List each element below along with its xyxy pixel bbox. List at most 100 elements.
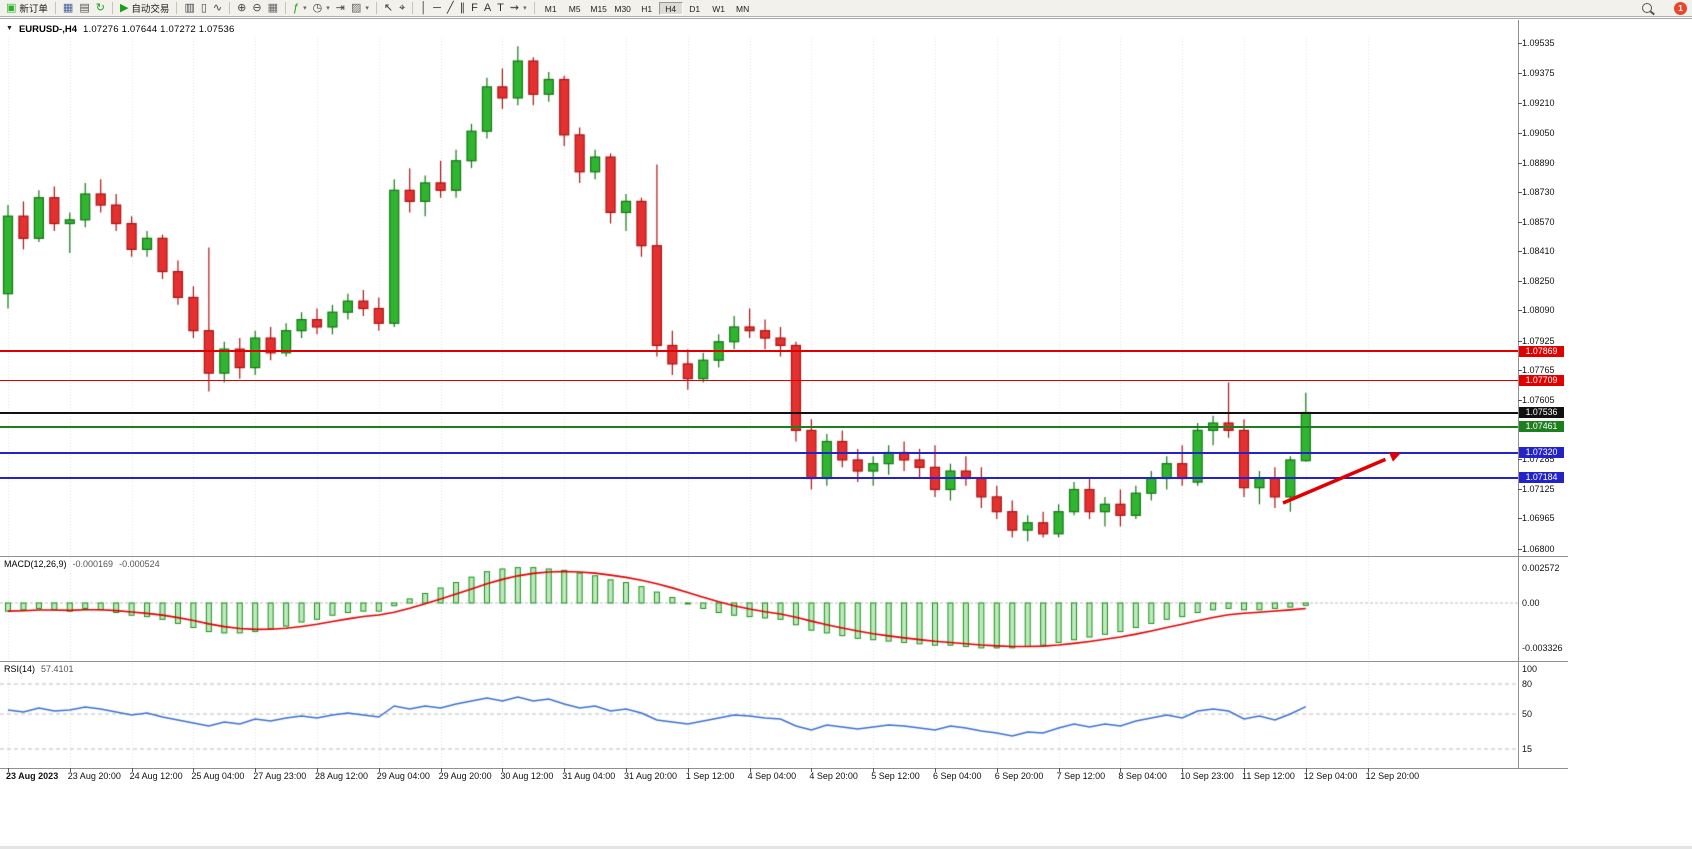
time-axis-tickmark <box>1058 768 1060 772</box>
templates-icon[interactable]: ▨ ▾ <box>348 1 372 16</box>
price-axis-tick: 1.08570 <box>1522 216 1555 227</box>
toolbar-separator <box>375 2 377 14</box>
chart-shift-icon: ⇥ <box>335 1 345 14</box>
price-label-box: 1.07869 <box>1519 345 1564 357</box>
time-axis-label: 23 Aug 20:00 <box>67 771 121 781</box>
new-order-button[interactable]: ▣ 新订单 <box>3 1 51 16</box>
time-axis-tickmark <box>996 768 998 772</box>
toolbar-separator <box>533 2 535 14</box>
time-axis-label: 1 Sep 12:00 <box>685 771 735 781</box>
auto-scroll-icon: ◷ <box>312 1 323 14</box>
time-axis-tickmark <box>1182 768 1184 772</box>
new-order-button-label: 新订单 <box>19 4 48 15</box>
indicators-icon[interactable]: ƒ ▾ <box>290 1 310 16</box>
price-axis-tick: 1.07605 <box>1522 394 1555 405</box>
notification-badge[interactable]: 1 <box>1674 1 1687 15</box>
time-axis-tickmark <box>811 768 813 772</box>
timeframe-button-m1[interactable]: M1 <box>544 3 557 14</box>
price-axis-tickmark <box>1518 340 1522 342</box>
candlestick-chart-type-icon[interactable]: ▯ <box>198 1 210 16</box>
timeframe-button-h1[interactable]: H1 <box>641 3 653 14</box>
macd-axis-label: -0.003326 <box>1522 643 1563 654</box>
time-axis-label: 28 Aug 12:00 <box>315 771 369 781</box>
price-axis-tickmark <box>1518 280 1522 282</box>
time-axis-separator <box>0 768 1568 769</box>
fibonacci-icon: F <box>471 1 478 14</box>
horizontal-line[interactable] <box>0 379 1518 382</box>
timeframe-button-h4[interactable]: H4 <box>658 1 683 15</box>
horizontal-line[interactable] <box>0 451 1518 454</box>
line-chart-type-icon[interactable]: ∿ <box>210 1 225 16</box>
horizontal-line[interactable] <box>0 476 1518 479</box>
timeframe-button-mn[interactable]: MN <box>736 3 750 14</box>
bar-chart-type-icon[interactable]: ▥ <box>181 1 197 16</box>
time-axis-label: 4 Sep 20:00 <box>809 771 858 781</box>
price-axis-tick: 1.09535 <box>1522 38 1555 49</box>
refresh-icon[interactable]: ↻ <box>93 1 108 16</box>
arrows-tool-icon[interactable]: ⇝ ▾ <box>507 1 530 16</box>
horizontal-line[interactable] <box>0 411 1518 414</box>
cursor-icon[interactable]: ↖ <box>381 1 396 16</box>
refresh-icon: ↻ <box>95 1 105 14</box>
timeframe-button-d1[interactable]: D1 <box>689 3 701 14</box>
macd-panel-separator[interactable] <box>0 556 1568 557</box>
line-chart-type-icon: ∿ <box>212 1 223 14</box>
time-axis-label: 4 Sep 04:00 <box>747 771 797 781</box>
time-axis-label: 8 Sep 04:00 <box>1118 771 1167 781</box>
price-axis-tick: 1.07925 <box>1522 335 1555 346</box>
time-axis-label: 6 Sep 20:00 <box>994 771 1044 781</box>
tile-windows-icon[interactable]: ▦ <box>265 1 281 16</box>
toolbar-separator <box>111 2 113 14</box>
new-order-button: ▣ <box>6 1 17 14</box>
trendline-icon[interactable]: ╱ <box>444 1 457 16</box>
text-label-icon[interactable]: T <box>494 1 507 16</box>
search-icon[interactable] <box>1642 3 1652 13</box>
rsi-axis-label: 100 <box>1522 664 1538 674</box>
horizontal-line[interactable] <box>0 350 1518 352</box>
horizontal-line[interactable] <box>0 425 1518 428</box>
zoom-out-icon[interactable]: ⊖ <box>249 1 264 16</box>
profiles-icon[interactable]: ▤ <box>76 1 92 16</box>
horizontal-line-icon[interactable]: ─ <box>430 1 444 16</box>
toolbar-separator <box>412 2 414 14</box>
time-axis-tickmark <box>193 768 195 772</box>
chevron-down-icon: ▾ <box>523 5 527 12</box>
text-icon[interactable]: A <box>481 1 494 16</box>
price-axis-tickmark <box>1518 162 1522 164</box>
time-axis-label: 12 Sep 04:00 <box>1303 771 1358 781</box>
vertical-line-icon[interactable]: │ <box>417 1 430 16</box>
vertical-line-icon: │ <box>420 1 428 14</box>
timeframe-button-m15[interactable]: M15 <box>590 3 607 14</box>
price-axis-tick: 1.08730 <box>1522 187 1555 198</box>
zoom-in-icon[interactable]: ⊕ <box>234 1 249 16</box>
fibonacci-icon[interactable]: F <box>468 1 481 16</box>
time-axis-label: 23 Aug 2023 <box>6 771 59 781</box>
chart-shift-icon[interactable]: ⇥ <box>333 1 348 16</box>
price-axis-tick: 1.09050 <box>1522 128 1555 139</box>
price-axis-tickmark <box>1518 488 1522 490</box>
rsi-axis-label: 80 <box>1522 679 1533 689</box>
time-axis-label: 27 Aug 23:00 <box>253 771 307 781</box>
auto-scroll-icon[interactable]: ◷ ▾ <box>310 1 333 16</box>
toolbar-separator <box>284 2 286 14</box>
time-axis-label: 11 Sep 12:00 <box>1242 771 1295 781</box>
channel-icon[interactable]: ∥ <box>457 1 469 16</box>
time-axis-tickmark <box>69 768 71 772</box>
timeframe-button-w1[interactable]: W1 <box>712 3 726 14</box>
chevron-down-icon: ▾ <box>303 5 307 12</box>
time-axis-tickmark <box>502 768 504 772</box>
price-axis-tickmark <box>1518 548 1522 550</box>
rsi-panel-separator[interactable] <box>0 661 1568 662</box>
chevron-down-icon: ▾ <box>365 5 369 12</box>
charts-grid-icon[interactable]: ▦ <box>60 1 76 16</box>
price-axis-tick: 1.09210 <box>1522 98 1555 109</box>
timeframe-button-m5[interactable]: M5 <box>568 3 581 14</box>
price-chart-canvas[interactable] <box>0 22 1518 768</box>
autotrading-button[interactable]: ▶ 自动交易 <box>117 1 172 16</box>
time-axis-tickmark <box>626 768 627 772</box>
price-axis-tick: 1.07285 <box>1522 454 1555 465</box>
timeframe-button-m30[interactable]: M30 <box>614 3 631 14</box>
time-axis-tickmark <box>1367 768 1369 772</box>
crosshair-icon[interactable]: ⌖ <box>396 1 408 16</box>
price-axis-tickmark <box>1518 73 1522 75</box>
